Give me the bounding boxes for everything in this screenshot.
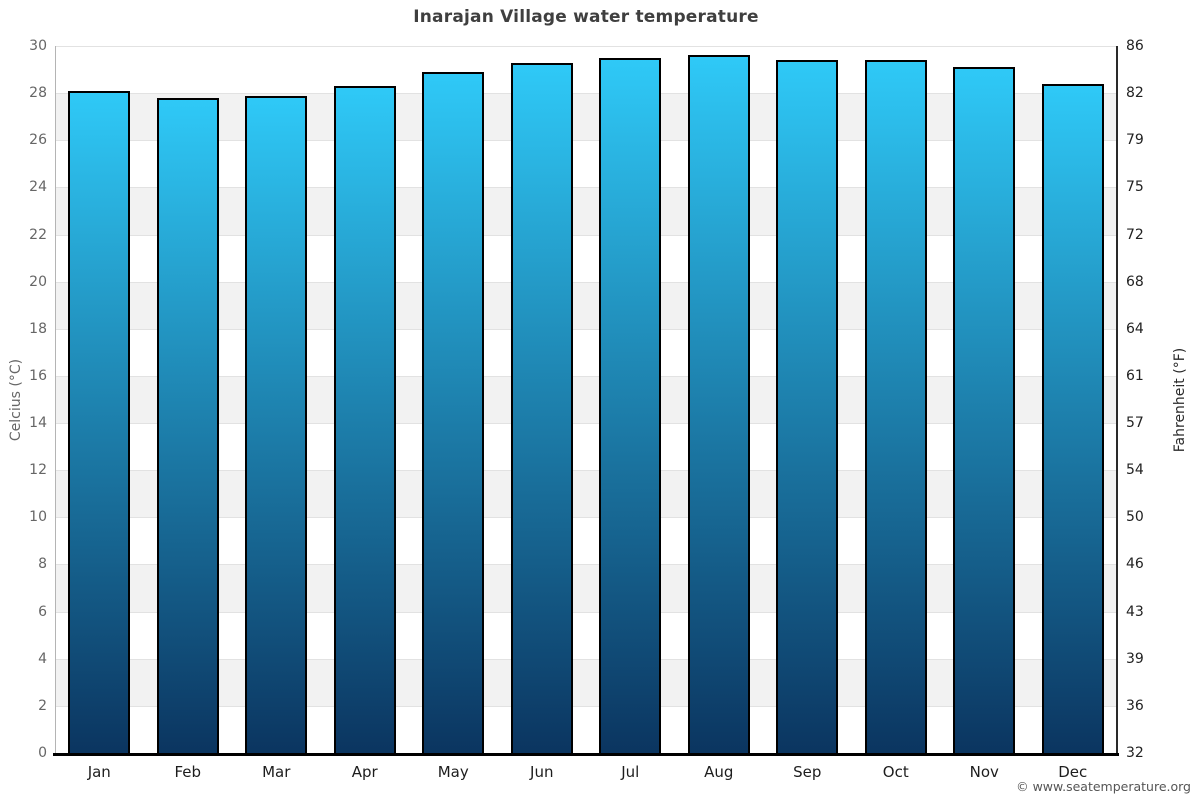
y-tick-label-fahrenheit: 68 <box>1126 273 1144 290</box>
bar-mar <box>245 95 308 753</box>
background-band <box>55 611 1117 659</box>
y-axis-line-celsius <box>55 46 56 753</box>
y-tick-label-celsius: 18 <box>29 320 47 337</box>
background-band <box>55 281 1117 329</box>
background-band <box>55 564 1117 612</box>
plot-area <box>55 46 1117 753</box>
y-tick-label-fahrenheit: 46 <box>1126 556 1144 573</box>
bar-dec <box>1041 83 1104 753</box>
bar-jul <box>599 57 662 753</box>
x-tick-label-feb: Feb <box>174 763 202 781</box>
y-tick-label-fahrenheit: 39 <box>1126 650 1144 667</box>
y-tick-label-fahrenheit: 36 <box>1126 697 1144 714</box>
x-tick-label-mar: Mar <box>262 763 291 781</box>
y-tick-label-fahrenheit: 75 <box>1126 179 1144 196</box>
y-tick-label-celsius: 6 <box>38 603 47 620</box>
x-tick-label-dec: Dec <box>1058 763 1088 781</box>
background-band <box>55 93 1117 141</box>
chart-title: Inarajan Village water temperature <box>413 7 759 27</box>
x-tick-label-jul: Jul <box>621 763 640 781</box>
watermark-link[interactable]: © www.seatemperature.org <box>1016 779 1191 794</box>
bar-jun <box>510 62 573 753</box>
celsius-axis-title: Celcius (°C) <box>8 358 24 442</box>
y-tick-label-celsius: 16 <box>29 367 47 384</box>
y-tick-label-fahrenheit: 79 <box>1126 132 1144 149</box>
bar-nov <box>953 67 1016 753</box>
fahrenheit-axis-title: Fahrenheit (°F) <box>1172 347 1188 453</box>
y-tick-label-fahrenheit: 64 <box>1126 320 1144 337</box>
background-band <box>55 423 1117 471</box>
x-tick-label-oct: Oct <box>882 763 909 781</box>
x-tick-label-jan: Jan <box>87 763 111 781</box>
y-tick-label-celsius: 14 <box>29 415 47 432</box>
background-band <box>55 234 1117 282</box>
y-tick-label-celsius: 8 <box>38 556 47 573</box>
background-band <box>55 470 1117 518</box>
y-tick-label-fahrenheit: 61 <box>1126 367 1144 384</box>
background-band <box>55 375 1117 424</box>
background-band <box>55 46 1117 94</box>
bar-sep <box>776 60 839 753</box>
x-tick-label-aug: Aug <box>704 763 734 781</box>
y-tick-label-celsius: 2 <box>38 697 47 714</box>
y-tick-label-fahrenheit: 50 <box>1126 509 1144 526</box>
bar-aug <box>687 55 750 753</box>
y-tick-label-fahrenheit: 86 <box>1126 38 1144 54</box>
y-tick-label-celsius: 28 <box>29 85 47 102</box>
y-tick-label-celsius: 24 <box>29 179 47 196</box>
x-tick-label-sep: Sep <box>793 763 822 781</box>
bar-jan <box>68 90 131 753</box>
y-tick-label-celsius: 30 <box>29 38 47 54</box>
y-tick-label-celsius: 0 <box>38 745 47 761</box>
y-tick-label-celsius: 22 <box>29 226 47 243</box>
y-tick-label-celsius: 20 <box>29 273 47 290</box>
x-axis-line <box>53 753 1119 756</box>
y-tick-label-celsius: 4 <box>38 650 47 667</box>
y-tick-label-celsius: 26 <box>29 132 47 149</box>
y-tick-label-fahrenheit: 54 <box>1126 462 1144 479</box>
y-tick-label-celsius: 10 <box>29 509 47 526</box>
y-tick-label-fahrenheit: 32 <box>1126 745 1144 761</box>
bar-may <box>422 71 485 753</box>
background-band <box>55 140 1117 188</box>
y-tick-label-fahrenheit: 57 <box>1126 415 1144 432</box>
x-tick-label-apr: Apr <box>351 763 378 781</box>
x-tick-label-nov: Nov <box>969 763 999 781</box>
bar-apr <box>333 86 396 753</box>
y-tick-label-fahrenheit: 72 <box>1126 226 1144 243</box>
y-tick-label-celsius: 12 <box>29 462 47 479</box>
bar-oct <box>864 60 927 753</box>
y-axis-line-fahrenheit <box>1116 46 1118 753</box>
background-band <box>55 187 1117 235</box>
background-band <box>55 328 1117 376</box>
background-band <box>55 705 1117 753</box>
background-band <box>55 517 1117 565</box>
bar-feb <box>156 97 219 753</box>
y-tick-label-fahrenheit: 82 <box>1126 85 1144 102</box>
x-tick-label-jun: Jun <box>530 763 554 781</box>
y-tick-label-fahrenheit: 43 <box>1126 603 1144 620</box>
x-tick-label-may: May <box>437 763 469 781</box>
background-band <box>55 658 1117 706</box>
